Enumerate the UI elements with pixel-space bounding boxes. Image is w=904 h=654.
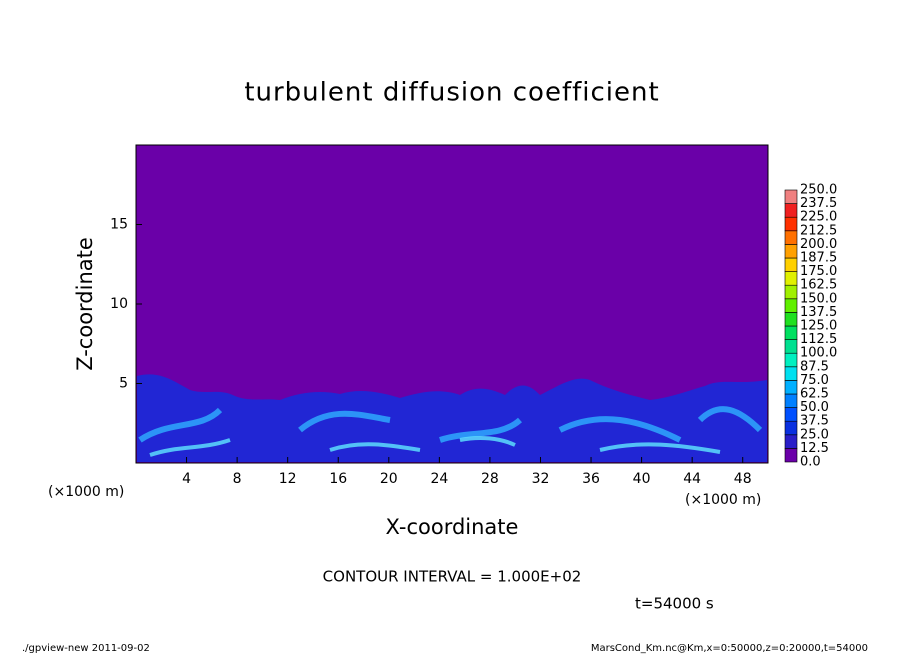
x-tick-label: 16 <box>329 471 347 487</box>
colorbar-label: 37.5 <box>800 414 829 429</box>
colorbar-label: 237.5 <box>800 196 837 211</box>
x-unit: (×1000 m) <box>48 484 124 500</box>
colorbar-label: 200.0 <box>800 237 837 252</box>
colorbar-label: 212.5 <box>800 223 837 238</box>
x-tick-label: 32 <box>532 471 550 487</box>
y-axis-label: Z-coordinate <box>73 237 97 371</box>
x-axis-label: X-coordinate <box>386 515 519 539</box>
x-tick-label: 48 <box>734 471 752 487</box>
colorbar-label: 225.0 <box>800 210 837 225</box>
footer-right: MarsCond_Km.nc@Km,x=0:50000,z=0:20000,t=… <box>591 643 868 654</box>
colorbar-label: 175.0 <box>800 264 837 279</box>
colorbar-box <box>784 257 798 272</box>
colorbar-box <box>784 271 798 286</box>
contour-interval: CONTOUR INTERVAL = 1.000E+02 <box>323 568 582 586</box>
colorbar-label: 50.0 <box>800 400 829 415</box>
y-tick-label: 5 <box>119 376 128 392</box>
colorbar-label: 75.0 <box>800 373 829 388</box>
colorbar-label: 112.5 <box>800 332 837 347</box>
colorbar-box <box>784 352 798 368</box>
turbulent-layer <box>137 374 767 462</box>
time-label: t=54000 s <box>635 595 714 613</box>
colorbar-box <box>784 339 798 354</box>
colorbar-box <box>784 244 798 259</box>
x-tick-label: 24 <box>430 471 448 487</box>
x-tick-label: 28 <box>481 471 499 487</box>
colorbar-box <box>784 325 798 340</box>
x-unit: (×1000 m) <box>685 492 761 508</box>
colorbar-label: 87.5 <box>800 359 829 374</box>
colorbar-label: 62.5 <box>800 387 829 402</box>
y-tick-label: 10 <box>110 296 128 312</box>
colorbar-label: 100.0 <box>800 346 837 361</box>
footer-left: ./gpview-new 2011-09-02 <box>22 643 150 654</box>
colorbar-label: 250.0 <box>800 183 837 198</box>
colorbar-box <box>784 393 798 408</box>
colorbar-box <box>784 230 798 245</box>
x-tick-label: 36 <box>582 471 600 487</box>
chart-title: turbulent diffusion coefficient <box>244 78 659 108</box>
colorbar-box <box>784 434 798 449</box>
x-tick-label: 12 <box>279 471 297 487</box>
colorbar-label: 12.5 <box>800 441 829 456</box>
x-tick-label: 4 <box>182 471 191 487</box>
colorbar-label: 162.5 <box>800 278 837 293</box>
colorbar-box <box>784 448 798 463</box>
colorbar-box <box>784 203 798 218</box>
colorbar-label: 25.0 <box>800 427 829 442</box>
colorbar-box <box>784 298 798 313</box>
colorbar-label: 137.5 <box>800 305 837 320</box>
colorbar-box <box>784 312 798 327</box>
y-tick-label: 15 <box>110 217 128 233</box>
colorbar-box <box>784 420 798 436</box>
x-tick-label: 44 <box>683 471 701 487</box>
colorbar-label: 0.0 <box>800 455 821 470</box>
x-tick-label: 20 <box>380 471 398 487</box>
colorbar-box <box>784 216 798 232</box>
colorbar-label: 150.0 <box>800 291 837 306</box>
colorbar-box <box>784 407 798 422</box>
colorbar-label: 125.0 <box>800 319 837 334</box>
x-tick-label: 8 <box>233 471 242 487</box>
colorbar-label: 187.5 <box>800 251 837 266</box>
colorbar-box <box>784 284 798 300</box>
colorbar-box <box>784 366 798 381</box>
x-tick-label: 40 <box>633 471 651 487</box>
colorbar-box <box>784 380 798 395</box>
colorbar-box <box>784 189 798 204</box>
